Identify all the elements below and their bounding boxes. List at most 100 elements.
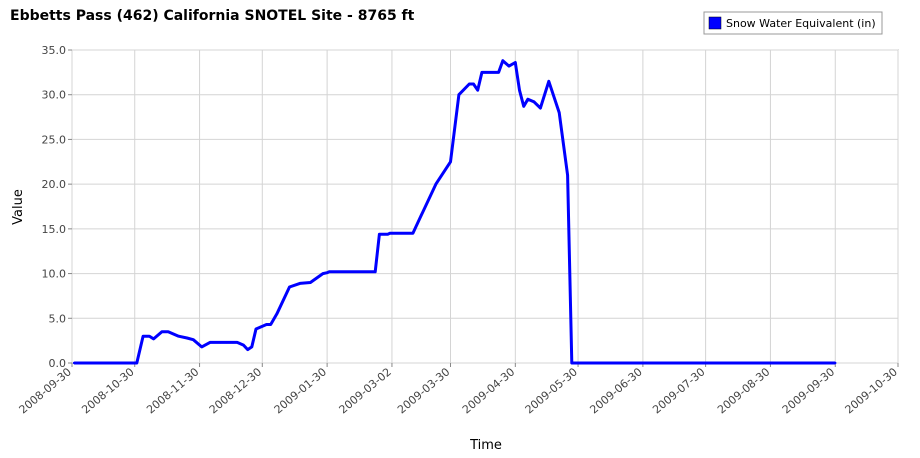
data-point bbox=[457, 93, 461, 96]
data-point bbox=[365, 270, 369, 273]
data-point bbox=[325, 271, 329, 274]
data-point bbox=[250, 345, 254, 349]
data-point bbox=[420, 214, 423, 217]
y-tick-label: 25.0 bbox=[42, 133, 67, 146]
data-point bbox=[704, 361, 707, 365]
data-point bbox=[434, 182, 438, 186]
data-point bbox=[254, 327, 258, 331]
x-tick-label: 2009-09-30 bbox=[780, 365, 837, 416]
data-point bbox=[486, 71, 490, 74]
data-point bbox=[166, 330, 170, 333]
data-point bbox=[399, 232, 402, 235]
data-point bbox=[378, 233, 381, 236]
data-point bbox=[231, 341, 235, 344]
data-point bbox=[342, 270, 346, 273]
series-group bbox=[72, 59, 837, 365]
x-tick-label: 2009-03-02 bbox=[337, 365, 394, 416]
x-tick-label: 2009-06-30 bbox=[587, 365, 644, 416]
data-point bbox=[476, 89, 479, 92]
y-tick-label: 0.0 bbox=[49, 357, 67, 370]
data-point bbox=[507, 64, 511, 68]
data-point bbox=[497, 71, 500, 74]
y-tick-label: 10.0 bbox=[42, 268, 67, 281]
data-point bbox=[160, 330, 164, 333]
data-point bbox=[309, 281, 312, 284]
data-point bbox=[225, 341, 228, 344]
data-point bbox=[177, 334, 180, 338]
data-point bbox=[394, 232, 398, 235]
data-point bbox=[353, 270, 356, 273]
data-point bbox=[558, 111, 561, 114]
plot-area bbox=[71, 49, 899, 364]
data-point bbox=[185, 336, 189, 340]
data-point bbox=[72, 361, 76, 365]
data-point bbox=[570, 361, 573, 365]
data-point bbox=[532, 100, 536, 104]
x-tick-label: 2009-04-30 bbox=[460, 365, 517, 416]
y-tick-label: 15.0 bbox=[42, 223, 67, 236]
x-tick-label: 2008-12-30 bbox=[207, 365, 264, 416]
chart-legend: Snow Water Equivalent (in) bbox=[703, 11, 883, 35]
data-point bbox=[526, 97, 530, 101]
data-point bbox=[208, 341, 212, 344]
data-point bbox=[200, 345, 203, 349]
data-point bbox=[422, 209, 425, 213]
data-point bbox=[192, 338, 195, 341]
x-tick-label: 2009-01-30 bbox=[272, 365, 329, 416]
series-line-swe bbox=[74, 59, 836, 365]
x-tick-label: 2008-11-30 bbox=[144, 365, 201, 416]
data-point bbox=[472, 82, 475, 86]
data-point bbox=[547, 80, 550, 83]
x-tick-label: 2008-10-30 bbox=[79, 365, 136, 416]
data-point bbox=[501, 59, 504, 62]
y-axis-title: Value bbox=[11, 189, 26, 225]
data-point bbox=[288, 285, 291, 289]
x-tick-label: 2009-07-30 bbox=[650, 365, 707, 416]
y-tick-label: 35.0 bbox=[42, 44, 67, 57]
x-axis: 2008-09-30 2008-10-30 2008-11-30 2008-12-30… bbox=[17, 363, 900, 416]
data-point bbox=[265, 323, 268, 326]
data-point bbox=[480, 71, 484, 74]
x-tick-label: 2009-05-30 bbox=[523, 365, 580, 416]
data-point bbox=[374, 270, 377, 273]
x-tick-label: 2009-03-30 bbox=[395, 365, 452, 416]
grid-lines bbox=[71, 49, 899, 364]
data-point bbox=[148, 334, 151, 338]
data-point bbox=[518, 89, 521, 92]
legend-label: Snow Water Equivalent (in) bbox=[726, 17, 876, 30]
data-point bbox=[514, 61, 517, 64]
x-tick-label: 2009-10-30 bbox=[843, 365, 900, 416]
data-point bbox=[522, 105, 525, 108]
y-tick-label: 30.0 bbox=[42, 89, 67, 102]
data-point bbox=[566, 174, 569, 177]
data-point bbox=[610, 361, 613, 365]
data-point bbox=[386, 233, 389, 236]
data-point bbox=[539, 106, 542, 110]
data-point bbox=[135, 361, 139, 365]
data-point bbox=[236, 341, 239, 344]
data-point bbox=[275, 312, 279, 316]
data-point bbox=[141, 334, 145, 338]
data-point bbox=[388, 232, 392, 235]
data-point bbox=[449, 160, 452, 163]
data-point bbox=[321, 272, 325, 275]
x-tick-label: 2008-09-30 bbox=[17, 365, 74, 416]
legend-swatch bbox=[708, 16, 722, 30]
data-point bbox=[219, 341, 222, 344]
data-point bbox=[328, 270, 331, 273]
data-point bbox=[246, 348, 249, 351]
data-point bbox=[405, 232, 408, 235]
data-point bbox=[357, 270, 360, 273]
y-axis: 0.0 5.0 10.0 15.0 20.0 25.0 30.0 35.0 bbox=[42, 44, 72, 370]
data-point bbox=[411, 232, 415, 235]
y-tick-label: 5.0 bbox=[49, 312, 67, 325]
data-point bbox=[769, 361, 772, 365]
data-point bbox=[152, 337, 155, 341]
data-point bbox=[269, 323, 272, 326]
x-axis-title: Time bbox=[469, 438, 502, 453]
chart-title: Ebbetts Pass (462) California SNOTEL Sit… bbox=[10, 8, 415, 24]
data-point bbox=[298, 282, 302, 285]
data-point bbox=[242, 343, 245, 347]
y-tick-label: 20.0 bbox=[42, 178, 67, 191]
